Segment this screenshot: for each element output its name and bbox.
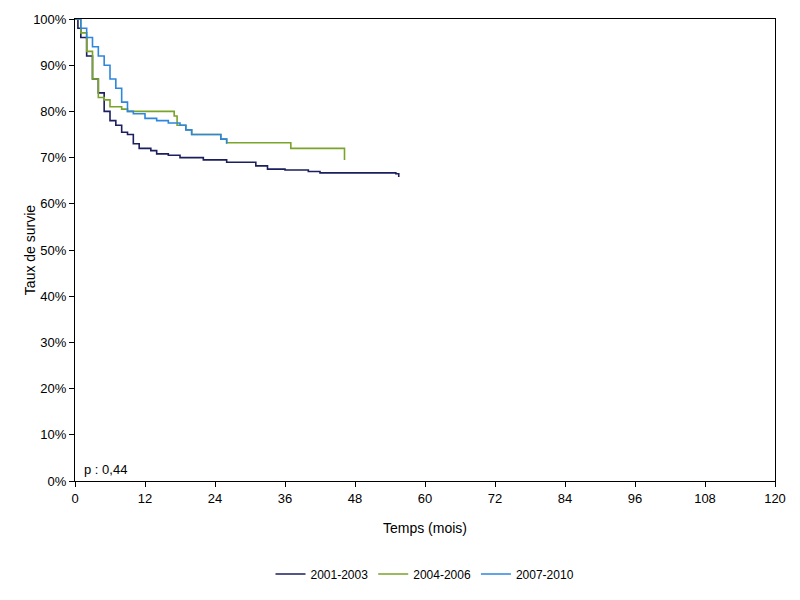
svg-text:84: 84	[558, 491, 572, 506]
svg-text:10%: 10%	[40, 427, 66, 442]
svg-text:p : 0,44: p : 0,44	[84, 462, 127, 477]
svg-text:120: 120	[764, 491, 786, 506]
svg-text:12: 12	[138, 491, 152, 506]
svg-text:70%: 70%	[40, 150, 66, 165]
svg-text:40%: 40%	[40, 289, 66, 304]
svg-text:60: 60	[418, 491, 432, 506]
svg-text:2007-2010: 2007-2010	[516, 568, 574, 582]
svg-text:0: 0	[71, 491, 78, 506]
svg-text:72: 72	[488, 491, 502, 506]
svg-text:30%: 30%	[40, 335, 66, 350]
svg-text:Temps (mois): Temps (mois)	[383, 520, 467, 536]
svg-text:96: 96	[628, 491, 642, 506]
svg-text:36: 36	[278, 491, 292, 506]
svg-text:24: 24	[208, 491, 222, 506]
svg-text:50%: 50%	[40, 243, 66, 258]
svg-text:2001-2003: 2001-2003	[311, 568, 369, 582]
svg-text:80%: 80%	[40, 104, 66, 119]
svg-text:20%: 20%	[40, 381, 66, 396]
svg-text:0%: 0%	[48, 474, 67, 489]
svg-text:60%: 60%	[40, 196, 66, 211]
svg-text:100%: 100%	[33, 12, 67, 27]
svg-text:2004-2006: 2004-2006	[413, 568, 471, 582]
svg-text:48: 48	[348, 491, 362, 506]
svg-text:90%: 90%	[40, 58, 66, 73]
svg-text:Taux de survie: Taux de survie	[22, 205, 38, 295]
svg-text:108: 108	[694, 491, 716, 506]
